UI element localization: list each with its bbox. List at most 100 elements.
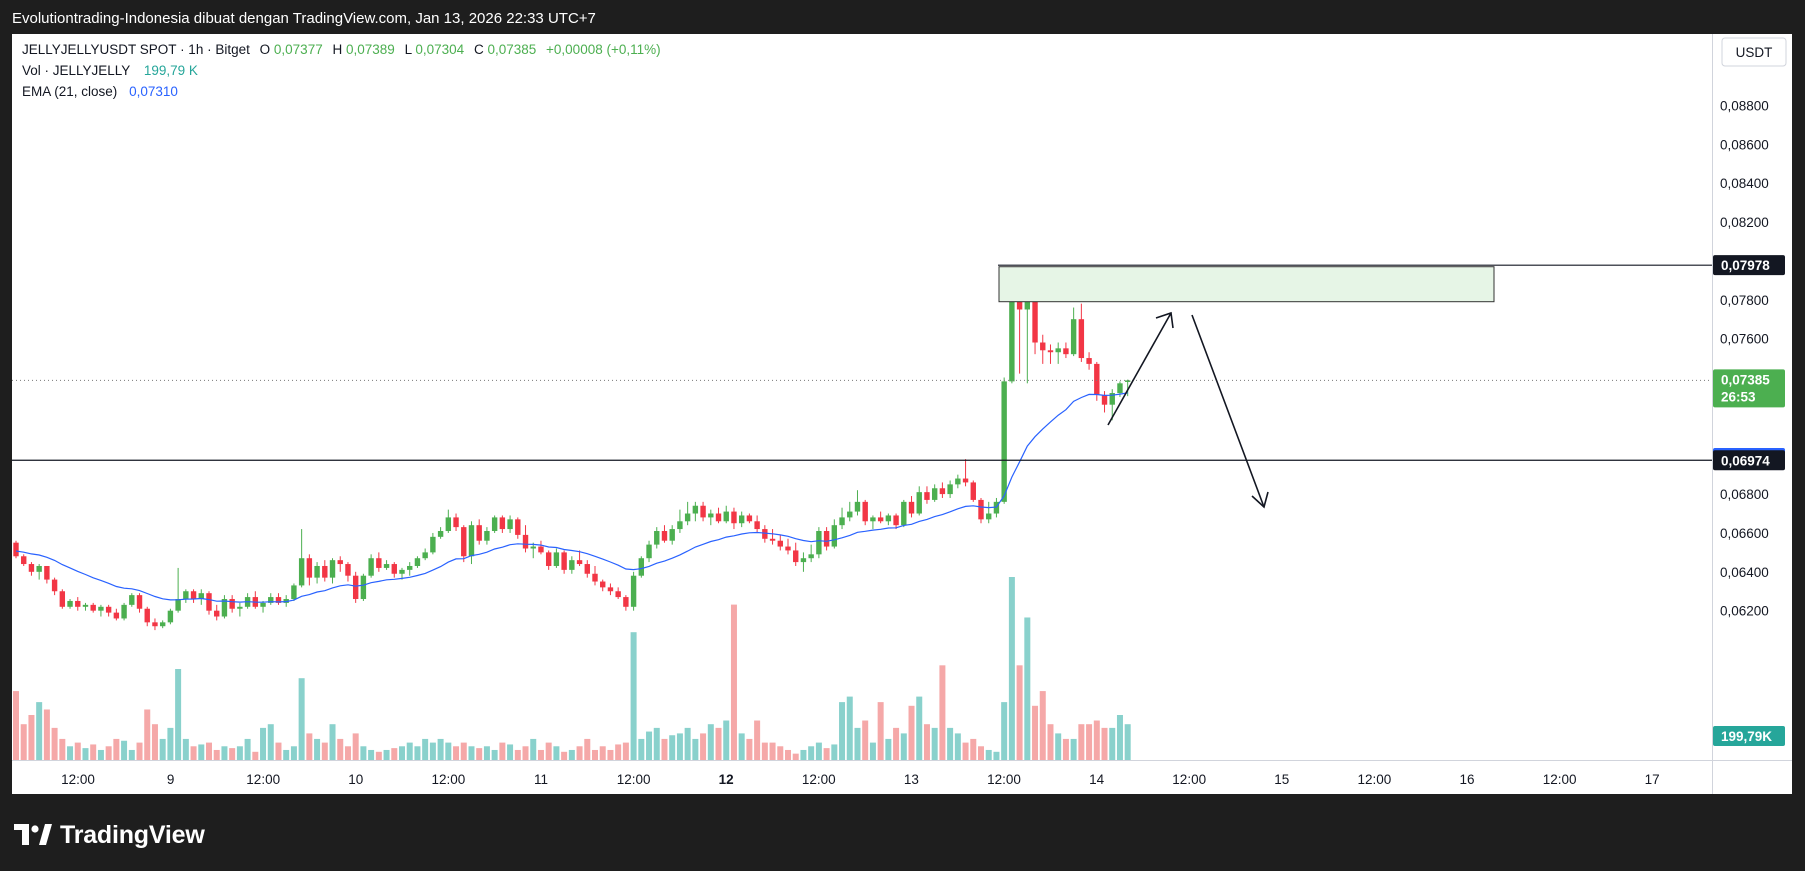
candle[interactable]: [777, 534, 783, 551]
candle[interactable]: [700, 501, 706, 522]
candle[interactable]: [229, 595, 235, 613]
candle[interactable]: [152, 618, 158, 631]
candle[interactable]: [715, 507, 722, 524]
candle[interactable]: [1109, 389, 1115, 421]
candle[interactable]: [82, 602, 89, 611]
candle[interactable]: [283, 595, 289, 607]
candle[interactable]: [314, 562, 320, 584]
candle[interactable]: [684, 501, 691, 526]
candle[interactable]: [221, 595, 228, 619]
candle[interactable]: [553, 548, 560, 568]
candle[interactable]: [113, 608, 120, 621]
candle[interactable]: [44, 565, 50, 584]
candle[interactable]: [947, 480, 953, 498]
candle[interactable]: [661, 525, 668, 543]
candle[interactable]: [885, 513, 892, 526]
candle[interactable]: [306, 554, 313, 586]
candle[interactable]: [576, 550, 583, 566]
candle[interactable]: [507, 515, 513, 533]
candle[interactable]: [762, 525, 768, 543]
candle[interactable]: [167, 608, 174, 625]
candle[interactable]: [669, 525, 675, 545]
candle[interactable]: [545, 550, 552, 570]
candle[interactable]: [600, 579, 606, 592]
candle[interactable]: [329, 558, 336, 584]
candle[interactable]: [183, 589, 189, 603]
candle[interactable]: [924, 486, 930, 504]
candle[interactable]: [175, 567, 181, 613]
candle[interactable]: [453, 513, 459, 532]
candle[interactable]: [190, 589, 197, 603]
candle[interactable]: [144, 606, 150, 627]
candle[interactable]: [623, 595, 629, 611]
price-chart[interactable]: JELLYJELLYUSDT SPOT · 1h · Bitget O 0,07…: [12, 34, 1792, 794]
candle[interactable]: [468, 521, 475, 565]
candle[interactable]: [360, 573, 367, 601]
candle[interactable]: [136, 593, 143, 613]
candle[interactable]: [337, 556, 343, 572]
candle[interactable]: [908, 496, 915, 518]
candle[interactable]: [484, 527, 490, 545]
candle[interactable]: [90, 602, 96, 613]
candle[interactable]: [98, 604, 104, 617]
down-arrow[interactable]: [1191, 314, 1269, 509]
candle[interactable]: [970, 480, 976, 502]
candle[interactable]: [931, 484, 938, 502]
candle[interactable]: [198, 589, 204, 605]
candle[interactable]: [692, 501, 699, 522]
candle[interactable]: [916, 486, 922, 516]
candle[interactable]: [808, 544, 814, 563]
candle[interactable]: [831, 519, 838, 549]
candle[interactable]: [376, 552, 382, 572]
candle[interactable]: [607, 583, 614, 596]
candle[interactable]: [746, 513, 753, 524]
candle[interactable]: [530, 542, 536, 559]
candle[interactable]: [260, 600, 266, 613]
candle[interactable]: [677, 509, 683, 533]
candle[interactable]: [630, 571, 637, 611]
candle[interactable]: [407, 562, 413, 576]
candle[interactable]: [1047, 344, 1054, 364]
candle[interactable]: [515, 517, 521, 539]
candle[interactable]: [291, 583, 297, 601]
candle[interactable]: [268, 593, 274, 605]
candle[interactable]: [345, 562, 351, 582]
candle[interactable]: [654, 527, 660, 549]
candle[interactable]: [430, 532, 436, 555]
candle[interactable]: [615, 587, 621, 600]
candle[interactable]: [584, 560, 590, 578]
candle[interactable]: [28, 562, 35, 576]
candle[interactable]: [476, 519, 482, 545]
candle[interactable]: [731, 507, 737, 530]
candle[interactable]: [1001, 377, 1007, 504]
candle[interactable]: [723, 505, 729, 524]
up-arrow[interactable]: [1107, 311, 1174, 426]
candle[interactable]: [1055, 342, 1061, 364]
candle[interactable]: [561, 550, 567, 574]
candle[interactable]: [962, 459, 969, 487]
candle[interactable]: [129, 593, 135, 607]
currency-button[interactable]: [1721, 37, 1787, 67]
candle[interactable]: [785, 538, 791, 555]
candle[interactable]: [1086, 352, 1092, 370]
candle[interactable]: [592, 565, 598, 586]
candle[interactable]: [391, 562, 397, 578]
candle[interactable]: [793, 542, 799, 566]
candle[interactable]: [445, 509, 452, 533]
candle[interactable]: [322, 560, 328, 582]
candle[interactable]: [159, 620, 166, 629]
candle[interactable]: [1040, 334, 1046, 364]
candle[interactable]: [839, 507, 845, 530]
candle[interactable]: [769, 529, 776, 545]
supply-zone[interactable]: [998, 266, 1495, 303]
candle[interactable]: [854, 490, 861, 516]
candle[interactable]: [75, 597, 81, 611]
candle[interactable]: [214, 604, 220, 621]
candle[interactable]: [939, 482, 946, 498]
candle[interactable]: [461, 525, 467, 563]
candle[interactable]: [800, 552, 807, 572]
candle[interactable]: [275, 593, 282, 605]
candle[interactable]: [823, 527, 830, 551]
candle[interactable]: [206, 591, 212, 615]
candle[interactable]: [1078, 303, 1085, 362]
